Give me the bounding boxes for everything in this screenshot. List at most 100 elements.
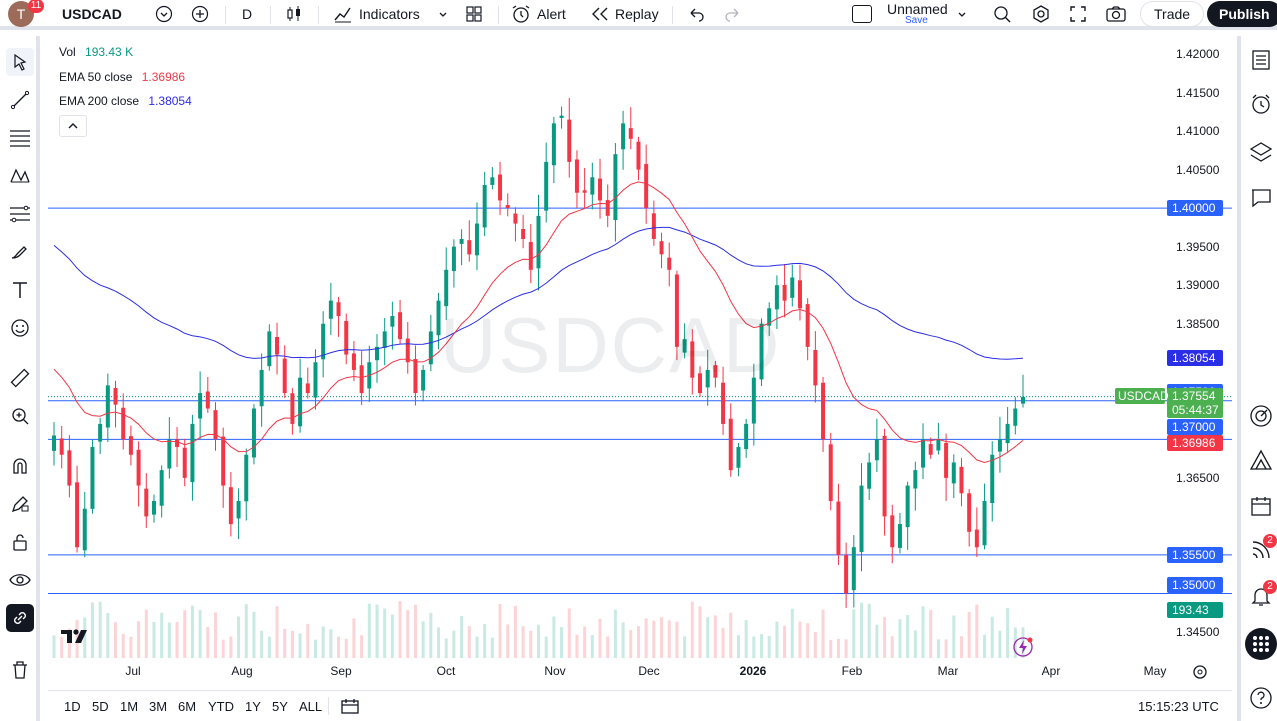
volume-bar	[467, 626, 471, 658]
zoom-in-icon[interactable]	[6, 402, 34, 430]
range-button-all[interactable]: ALL	[299, 699, 323, 714]
ruler-icon[interactable]	[6, 364, 34, 392]
volume-bar	[606, 636, 610, 658]
link-icon[interactable]	[6, 604, 34, 632]
trash-icon[interactable]	[6, 656, 34, 684]
range-button-3m[interactable]: 3M	[149, 699, 168, 714]
layout-checkbox-icon[interactable]	[852, 0, 872, 28]
layers-icon[interactable]	[1245, 136, 1277, 168]
collapse-legend-button[interactable]	[59, 115, 87, 137]
layout-name-button[interactable]: Unnamed Save	[887, 1, 948, 26]
horizontal-lines-icon[interactable]	[6, 124, 34, 152]
indicators-label: Indicators	[359, 6, 420, 22]
cursor-icon[interactable]	[6, 48, 34, 76]
quick-search-icon[interactable]	[992, 0, 1012, 28]
range-button-6m[interactable]: 6M	[178, 699, 197, 714]
level-3-price-tag: 1.37000	[1167, 419, 1223, 436]
legend-ema50[interactable]: EMA 50 close 1.36986	[59, 70, 185, 84]
bottom-toolbar: 1D 5D 1M 3M 6M YTD 1Y 5Y ALL 15:15:23 UTC	[48, 690, 1232, 721]
layout-save-label: Save	[905, 15, 928, 26]
alarm-clock-icon	[512, 5, 530, 23]
indicators-button[interactable]: Indicators	[333, 0, 420, 28]
text-tool-icon[interactable]	[6, 276, 34, 304]
symbol-search-button[interactable]: USDCAD	[62, 6, 122, 22]
candle-body	[513, 213, 518, 224]
candle-body	[751, 377, 756, 424]
range-button-1d[interactable]: 1D	[64, 699, 81, 714]
fullscreen-icon[interactable]	[1069, 0, 1087, 28]
legend-ema200[interactable]: EMA 200 close 1.38054	[59, 94, 192, 108]
volume-bar	[137, 621, 141, 658]
layouts-grid-icon[interactable]	[465, 0, 483, 28]
volume-bar	[229, 636, 233, 658]
volume-bar	[867, 603, 871, 658]
brush-icon[interactable]	[6, 238, 34, 266]
candle-body	[451, 246, 456, 272]
volume-bar	[975, 604, 979, 658]
replay-icon	[592, 7, 608, 21]
range-button-5d[interactable]: 5D	[92, 699, 109, 714]
watchlist-icon[interactable]	[1245, 44, 1277, 76]
lock-icon[interactable]	[6, 528, 34, 556]
range-button-1m[interactable]: 1M	[120, 699, 139, 714]
legend-volume[interactable]: Vol 193.43 K	[59, 45, 133, 59]
candle-body	[128, 436, 133, 455]
help-icon[interactable]	[1245, 682, 1277, 714]
volume-bar	[329, 629, 333, 658]
candles-icon[interactable]	[285, 0, 303, 28]
price-chart[interactable]	[48, 38, 1232, 686]
date-range-icon[interactable]	[340, 697, 360, 718]
range-button-ytd[interactable]: YTD	[208, 699, 234, 714]
alerts-clock-icon[interactable]	[1245, 88, 1277, 120]
trade-button[interactable]: Trade	[1140, 1, 1205, 27]
candle-body	[613, 154, 618, 220]
lightning-icon[interactable]	[1012, 636, 1034, 661]
candle-body	[1013, 408, 1018, 426]
pattern-tool-icon[interactable]	[6, 162, 34, 190]
candle-body	[113, 387, 118, 405]
redo-icon[interactable]	[724, 0, 742, 28]
target-icon[interactable]	[1245, 400, 1277, 432]
chat-icon[interactable]	[1245, 182, 1277, 214]
news-feed-icon[interactable]	[1245, 534, 1277, 566]
utc-clock[interactable]: 15:15:23 UTC	[1138, 699, 1219, 714]
indicators-dropdown-icon[interactable]	[437, 0, 449, 28]
interval-button[interactable]: D	[242, 6, 253, 22]
volume-bar	[283, 628, 287, 658]
add-symbol-icon[interactable]	[155, 0, 173, 28]
replay-button[interactable]: Replay	[591, 0, 659, 28]
calendar-icon[interactable]	[1245, 490, 1277, 522]
candle-body	[767, 308, 772, 326]
axis-settings-icon[interactable]	[1192, 664, 1208, 683]
settings-gear-icon[interactable]	[1031, 0, 1051, 28]
price-axis-tick: 1.41000	[1176, 124, 1220, 139]
candle-body	[344, 321, 349, 355]
magnet-icon[interactable]	[6, 452, 34, 480]
fib-tool-icon[interactable]	[6, 200, 34, 228]
ema50-price-tag: 1.36986	[1167, 435, 1223, 452]
level-4-price-tag: 1.35500	[1167, 546, 1223, 563]
compare-symbol-icon[interactable]	[191, 0, 209, 28]
candle-body	[821, 382, 826, 440]
chart-pane[interactable]: USDCAD	[48, 38, 1232, 686]
symbol-watermark: USDCAD	[440, 301, 782, 389]
volume-bar	[429, 612, 433, 658]
symbol-price-tag: USDCAD	[1115, 388, 1169, 404]
pencil-lock-icon[interactable]	[6, 490, 34, 518]
emoji-icon[interactable]	[6, 314, 34, 342]
publish-button[interactable]: Publish	[1207, 1, 1277, 27]
candle-body	[505, 204, 510, 209]
time-axis-label: Feb	[841, 664, 863, 678]
candle-body	[744, 423, 749, 450]
trend-line-icon[interactable]	[6, 86, 34, 114]
range-button-1y[interactable]: 1Y	[245, 699, 261, 714]
ideas-icon[interactable]	[1245, 444, 1277, 476]
layout-dropdown-icon[interactable]	[956, 0, 968, 28]
snapshot-camera-icon[interactable]	[1105, 0, 1127, 28]
range-button-5y[interactable]: 5Y	[272, 699, 288, 714]
eye-icon[interactable]	[6, 566, 34, 594]
price-axis-tick: 1.39000	[1176, 278, 1220, 293]
undo-icon[interactable]	[687, 0, 705, 28]
apps-grid-icon[interactable]	[1245, 628, 1277, 660]
alert-button[interactable]: Alert	[511, 0, 566, 28]
